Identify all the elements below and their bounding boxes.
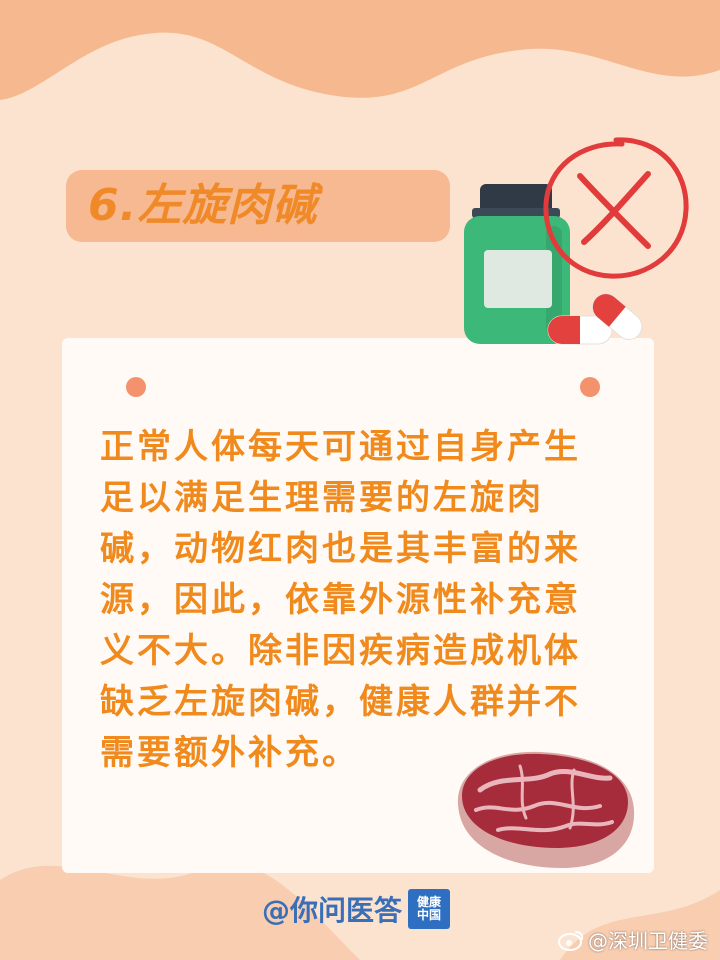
weibo-icon bbox=[558, 930, 584, 951]
badge-line-2: 中国 bbox=[417, 908, 442, 922]
badge-line-1: 健康 bbox=[417, 895, 442, 909]
footer-logo: @你问医答 健康 中国 bbox=[262, 886, 451, 932]
watermark: @深圳卫健委 bbox=[558, 925, 708, 954]
title-pill bbox=[66, 170, 450, 242]
red-meat-icon bbox=[457, 751, 635, 868]
footer-logo-text: @你问医答 bbox=[262, 894, 403, 927]
card-dot-left bbox=[126, 377, 146, 397]
capsule-pills-icon bbox=[547, 293, 643, 345]
card-dot-right bbox=[580, 377, 600, 397]
health-china-badge: 健康 中国 bbox=[408, 889, 451, 929]
watermark-text: @深圳卫健委 bbox=[588, 929, 708, 953]
body-paragraph: 正常人体每天可通过自身产生 足以满足生理需要的左旋肉 碱，动物红肉也是其丰富的来… bbox=[100, 427, 581, 773]
cross-mark-icon bbox=[543, 137, 689, 279]
supplement-bottle-icon bbox=[464, 184, 570, 344]
page-title: 6.左旋肉碱 bbox=[88, 180, 318, 231]
